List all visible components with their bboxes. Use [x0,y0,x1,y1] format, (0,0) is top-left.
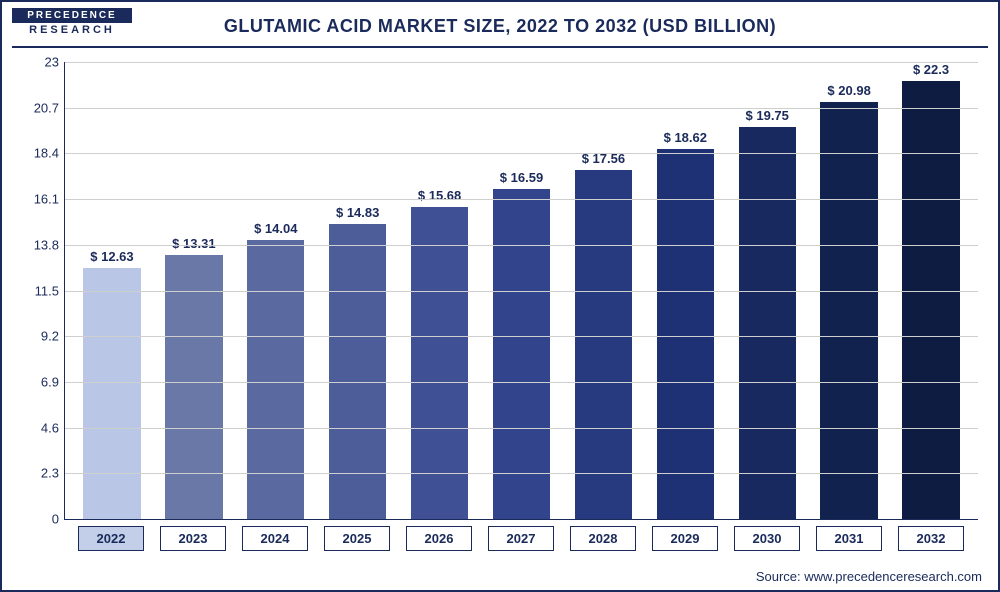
bar [329,224,386,519]
y-tick-label: 0 [52,512,59,527]
y-tick-label: 13.8 [34,237,59,252]
bar-value-label: $ 15.68 [418,188,461,203]
bar-value-label: $ 20.98 [827,83,870,98]
x-axis-category: 2028 [570,526,636,551]
x-axis-category: 2031 [816,526,882,551]
x-axis-category: 2030 [734,526,800,551]
bar-value-label: $ 14.04 [254,221,297,236]
bar-value-label: $ 13.31 [172,236,215,251]
title-divider [12,46,988,48]
x-axis-category: 2024 [242,526,308,551]
chart-container: PRECEDENCE RESEARCH GLUTAMIC ACID MARKET… [0,0,1000,592]
bar [165,255,222,519]
y-tick-label: 18.4 [34,146,59,161]
gridline [65,199,978,200]
bar-value-label: $ 16.59 [500,170,543,185]
x-axis-category: 2023 [160,526,226,551]
y-tick-label: 6.9 [41,374,59,389]
gridline [65,62,978,63]
bar [411,207,468,519]
gridline [65,428,978,429]
x-axis-label: 2024 [234,526,316,551]
y-tick-label: 16.1 [34,192,59,207]
bar [83,268,140,519]
x-axis-label: 2032 [890,526,972,551]
x-axis-label: 2031 [808,526,890,551]
x-axis-label: 2025 [316,526,398,551]
bar [247,240,304,519]
x-axis-category: 2025 [324,526,390,551]
x-axis-label: 2027 [480,526,562,551]
x-axis-label: 2022 [70,526,152,551]
gridline [65,336,978,337]
gridline [65,382,978,383]
bar [739,127,796,519]
bar [575,170,632,519]
bar-value-label: $ 12.63 [90,249,133,264]
bar [657,149,714,519]
source-text: Source: www.precedenceresearch.com [756,569,982,584]
gridline [65,245,978,246]
chart-title: GLUTAMIC ACID MARKET SIZE, 2022 TO 2032 … [2,16,998,37]
x-axis-label: 2023 [152,526,234,551]
y-tick-label: 4.6 [41,420,59,435]
y-tick-label: 11.5 [35,283,59,298]
x-axis-category: 2029 [652,526,718,551]
gridline [65,291,978,292]
bar [820,102,877,519]
y-tick-label: 2.3 [41,466,59,481]
x-axis-label: 2030 [726,526,808,551]
y-tick-label: 9.2 [41,329,59,344]
x-axis-category: 2022 [78,526,144,551]
x-axis: 2022 2023 2024 2025 2026 2027 2028 2029 2030 2031… [64,526,978,551]
x-axis-label: 2026 [398,526,480,551]
gridline [65,473,978,474]
bar-value-label: $ 18.62 [664,130,707,145]
gridline [65,153,978,154]
x-axis-category: 2032 [898,526,964,551]
x-axis-label: 2029 [644,526,726,551]
x-axis-category: 2027 [488,526,554,551]
y-tick-label: 20.7 [34,100,59,115]
bar [493,189,550,519]
bar [902,81,959,519]
bar-value-label: $ 19.75 [746,108,789,123]
bar-value-label: $ 14.83 [336,205,379,220]
x-axis-label: 2028 [562,526,644,551]
y-tick-label: 23 [45,55,59,70]
bar-value-label: $ 22.3 [913,62,949,77]
x-axis-category: 2026 [406,526,472,551]
plot-area: $ 12.63 $ 13.31 $ 14.04 $ 14.83 $ 15.68 $ 16.… [64,62,978,520]
gridline [65,108,978,109]
